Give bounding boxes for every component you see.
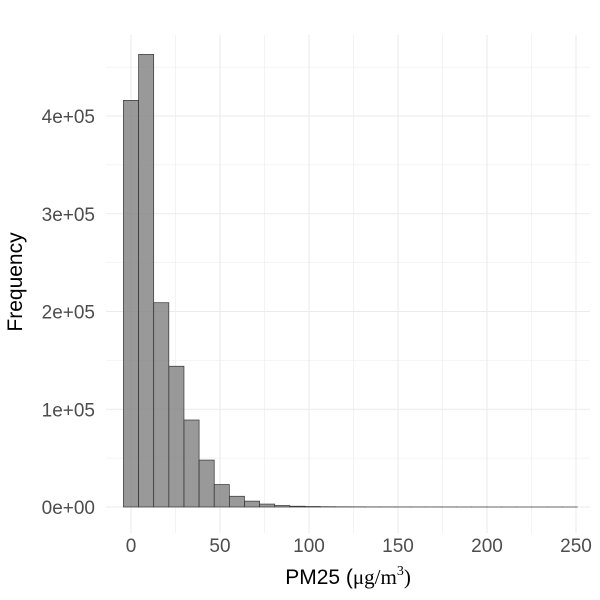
x-axis-tick-labels: 0 50 100 150 200 250 — [126, 536, 592, 557]
y-tick-label: 0e+00 — [42, 498, 95, 519]
histogram-bar — [138, 54, 155, 508]
x-axis-title-superscript: 3 — [397, 564, 404, 579]
x-tick-label: 250 — [560, 536, 592, 557]
histogram-bar — [123, 100, 139, 508]
x-tick-label: 150 — [382, 536, 414, 557]
x-tick-label: 200 — [471, 536, 503, 557]
y-tick-label: 1e+05 — [42, 400, 95, 421]
histogram-bar — [183, 419, 200, 508]
histogram-bar — [168, 365, 185, 508]
y-tick-label: 2e+05 — [42, 303, 95, 324]
histogram-bar — [259, 503, 276, 508]
histogram-bar — [153, 302, 170, 508]
x-axis-title-suffix: ) — [404, 565, 411, 589]
x-axis-title-mu: μ — [353, 565, 364, 589]
y-axis-tick-labels: 0e+00 1e+05 2e+05 3e+05 4e+05 — [42, 107, 95, 519]
histogram-bar — [244, 500, 260, 508]
y-tick-label: 3e+05 — [42, 205, 95, 226]
histogram-bar — [289, 505, 306, 508]
x-axis-title: PM25 (μg/m3) — [285, 564, 411, 589]
histogram-bar — [198, 459, 215, 508]
x-tick-label: 50 — [209, 536, 230, 557]
histogram-bars — [123, 54, 578, 508]
x-tick-label: 0 — [126, 536, 137, 557]
histogram-bar — [213, 484, 230, 508]
x-axis-title-units: g/m — [364, 565, 397, 589]
y-axis-title: Frequency — [4, 232, 27, 332]
histogram-bar — [274, 505, 291, 508]
x-axis-title-prefix: PM25 ( — [285, 566, 353, 589]
x-tick-label: 100 — [293, 536, 325, 557]
y-tick-label: 4e+05 — [42, 107, 95, 128]
histogram-bar — [228, 495, 245, 508]
